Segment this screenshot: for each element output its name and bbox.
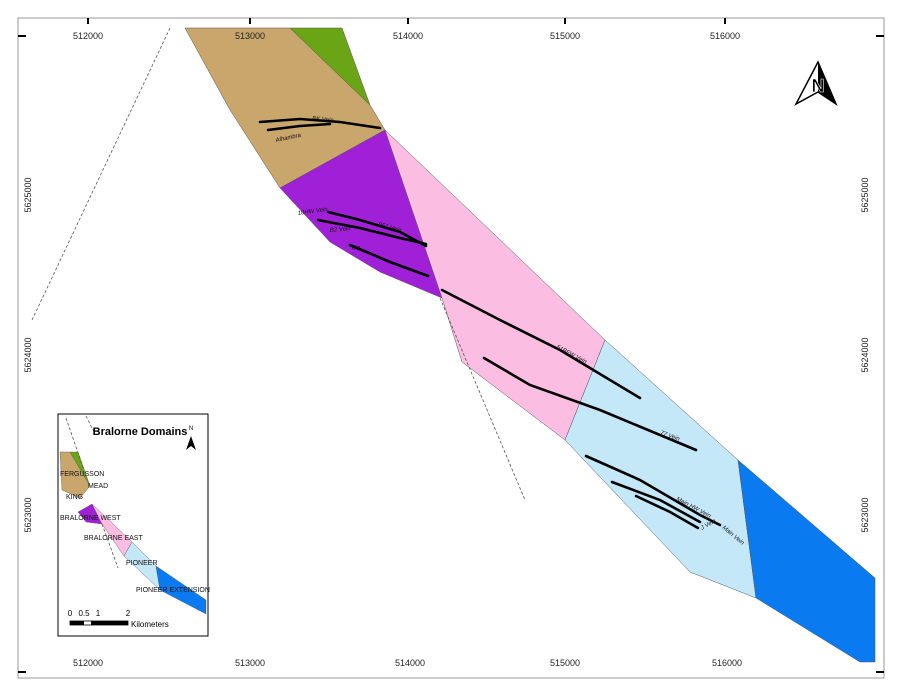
y-coordinate-label: 5623000 [23,497,33,532]
inset-title: Bralorne Domains [93,426,188,438]
inset-fault [101,523,119,569]
x-coordinate-label: 514000 [393,31,423,41]
inset-mead [69,451,91,487]
y-coordinate-label: 5625000 [23,177,33,212]
scale-bar [69,620,129,626]
vein-label: 10HW Vein [297,207,328,217]
x-coordinate-label: 516000 [712,658,742,668]
fault-line [31,27,171,321]
north-label: N [812,76,825,96]
vein [326,210,428,248]
mead-domain [289,27,371,106]
coordinate-ticks [18,18,884,673]
y-coordinate-label: 5625000 [860,177,870,212]
bralorne-west-domain [279,129,443,299]
x-coordinate-label: 512000 [73,658,103,668]
y-coordinate-label: 5624000 [23,337,33,372]
x-coordinate-label: 515000 [550,31,580,41]
vein [440,288,642,400]
domain-label: MEAD [88,483,108,490]
vein [316,218,428,246]
domain-label: PIONEER EXTENSION [136,587,210,594]
bralorne-east-domain [384,129,606,441]
inset-fault [85,415,95,433]
x-coordinate-label: 514000 [395,658,425,668]
vein [634,494,700,530]
x-coordinate-label: 513000 [235,31,265,41]
inset-north-label: N [189,426,193,432]
inset-north-arrow [186,436,196,450]
scale-label: 0.5 [78,609,90,618]
vein [266,122,332,132]
domain-label: PIONEER [126,560,158,567]
vein-label: BK Vein [312,116,335,124]
inset-map: Bralorne Domains N FERGUSSON MEAD KING B… [57,413,210,637]
north-arrow: N [794,60,838,107]
vein-label: B3 [352,245,361,252]
scale-bar-segment [70,621,84,625]
pioneer-domain [564,339,757,599]
scale-label: 0 [68,609,73,618]
inset-pioneer-extension [155,565,207,615]
pioneer-extension-domain [737,459,876,663]
inset-fault [65,417,85,471]
vein [610,480,702,524]
vein [482,356,698,452]
domain-label: FERGUSSON [60,471,104,478]
fault-line [439,297,526,501]
scale-label: 2 [126,609,131,618]
vein [348,243,430,278]
domain-label: BRALORNE WEST [60,515,121,522]
domain-label: BRALORNE EAST [84,535,143,542]
vein [258,117,382,130]
scale-unit: Kilometers [131,620,169,629]
x-coordinate-label: 512000 [73,31,103,41]
x-coordinate-label: 516000 [710,31,740,41]
scale-bar-segment [98,621,128,625]
scale-bar-segment [91,621,98,625]
scale-label: 1 [96,609,101,618]
vein-label: B2 Vein [330,226,352,234]
north-arrow-half [818,62,836,104]
vein-label: Alhambra [274,133,302,145]
x-coordinate-label: 513000 [235,658,265,668]
inset-king [59,451,91,499]
y-coordinate-label: 5624000 [860,337,870,372]
vein [584,454,722,527]
x-coordinate-label: 515000 [550,658,580,668]
domain-label: KING [66,494,83,501]
y-coordinate-label: 5623000 [860,497,870,532]
